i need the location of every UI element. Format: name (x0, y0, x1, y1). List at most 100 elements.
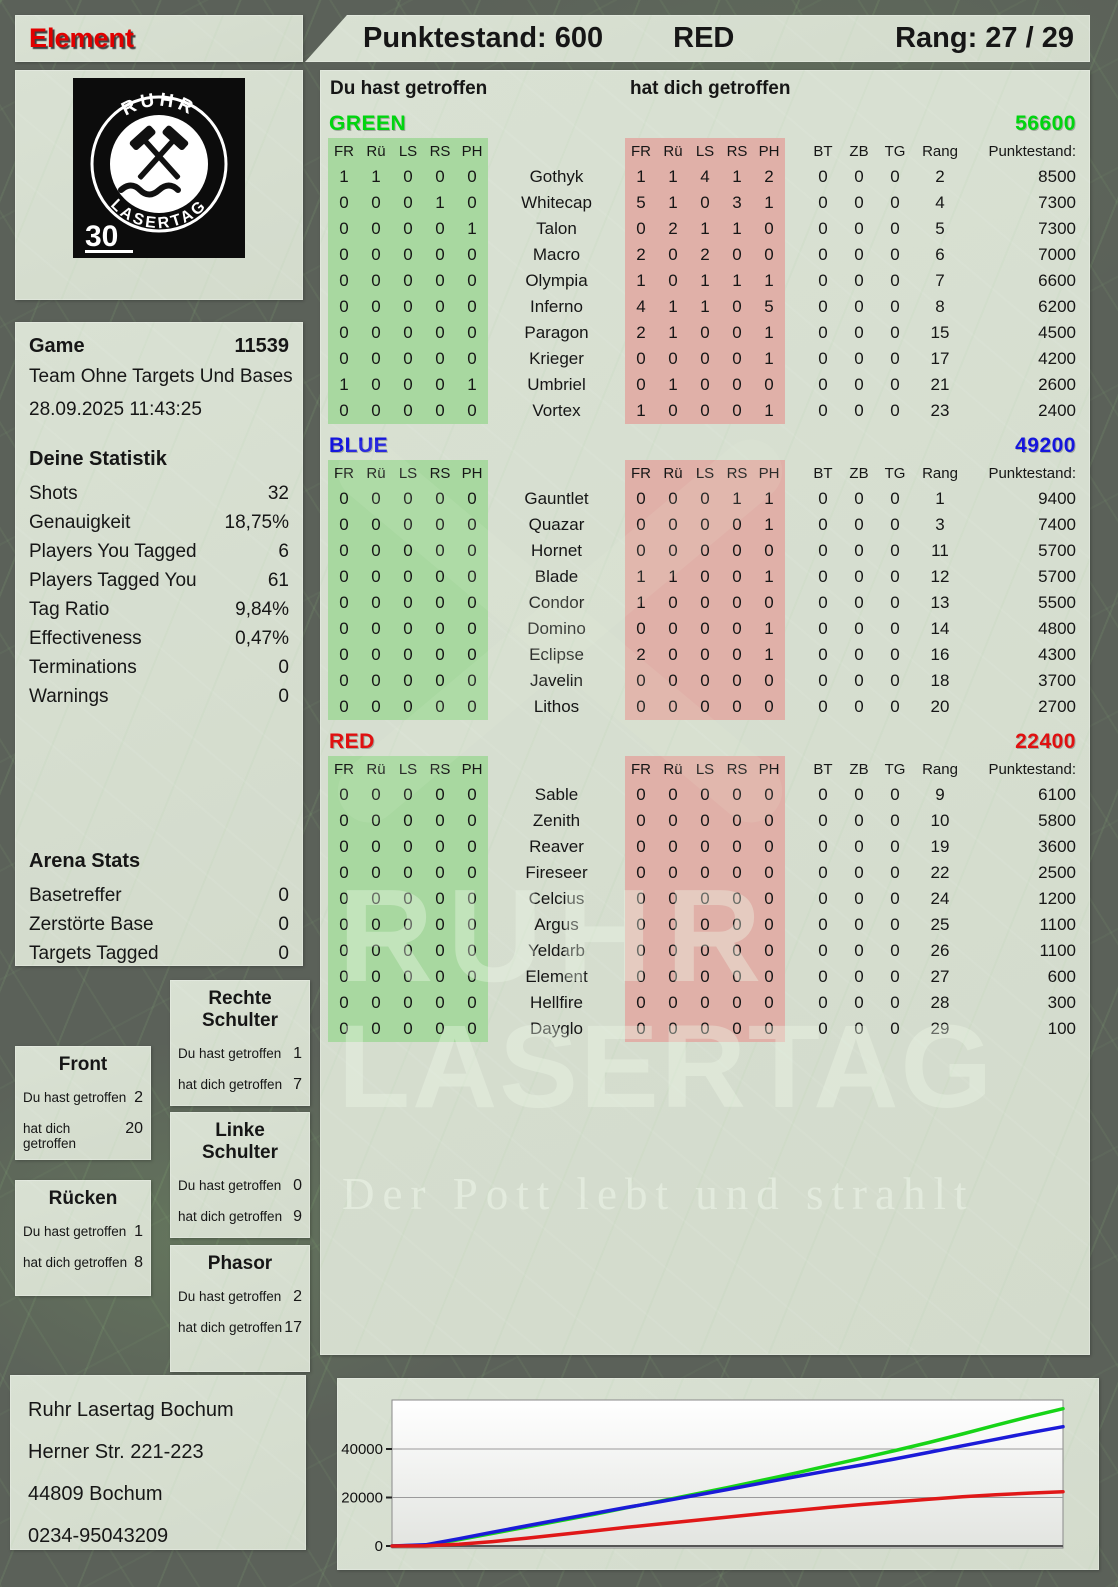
hit-zone-them-label: hat dich getroffen (178, 1209, 283, 1224)
cell (320, 808, 328, 834)
score-cell: 1100 (1039, 941, 1076, 960)
score-cell: 6200 (1038, 297, 1076, 316)
you-hit-cell: 0 (360, 860, 392, 886)
cell (320, 294, 328, 320)
table-row: 0 0 0 0 0 Olympia 1 0 1 1 1 0 0 0 7 6600 (320, 268, 1090, 294)
rank-cell: 11 (931, 541, 949, 560)
hit-you-cell: 0 (689, 590, 721, 616)
hit-you-cell: 0 (625, 512, 657, 538)
col-header: PH (456, 756, 488, 782)
hit-you-cell: 0 (721, 1016, 753, 1042)
hit-you-cell: 0 (657, 668, 689, 694)
cell (1076, 990, 1090, 1016)
you-hit-cell: 0 (456, 964, 488, 990)
table-row: 1 0 0 0 1 Umbriel 0 1 0 0 0 0 0 0 21 2600 (320, 372, 1090, 398)
you-hit-cell: 0 (328, 990, 360, 1016)
extra-cell: 0 (818, 915, 828, 934)
player-name-cell: Hornet (530, 541, 583, 560)
player-name-cell: Zenith (532, 811, 581, 830)
stat-row: Players Tagged You 61 (29, 566, 289, 595)
cell (785, 190, 805, 216)
col-header: RS (424, 756, 456, 782)
hit-you-cell: 2 (625, 242, 657, 268)
col-header: PH (753, 460, 785, 486)
you-hit-cell: 0 (392, 398, 424, 424)
rank-cell: 22 (930, 863, 950, 882)
rank-cell: 21 (930, 375, 950, 394)
hit-you-cell: 0 (657, 486, 689, 512)
hit-zone-you-value: 1 (293, 1045, 302, 1062)
hit-you-cell: 0 (625, 886, 657, 912)
hit-you-cell: 0 (721, 912, 753, 938)
extra-cell: 0 (854, 837, 864, 856)
hit-you-cell: 0 (657, 938, 689, 964)
cell (785, 372, 805, 398)
player-name-cell: Sable (534, 785, 579, 804)
you-hit-cell: 0 (392, 616, 424, 642)
address-line: 44809 Bochum (28, 1483, 163, 1505)
you-hit-cell: 0 (456, 1016, 488, 1042)
rank-cell: 15 (930, 323, 950, 342)
hit-you-cell: 0 (721, 886, 753, 912)
team-total: 49200 (1015, 434, 1076, 457)
hit-you-cell: 1 (753, 486, 785, 512)
you-hit-cell: 0 (328, 668, 360, 694)
hit-you-cell: 0 (625, 668, 657, 694)
rank-cell: 1 (935, 489, 945, 508)
score-cell: 3600 (1038, 837, 1076, 856)
hit-you-cell: 0 (753, 886, 785, 912)
extra-cell: 0 (818, 1019, 828, 1038)
hit-you-cell: 0 (753, 938, 785, 964)
cell (1076, 642, 1090, 668)
you-hit-cell: 0 (424, 372, 456, 398)
col-header: RS (721, 756, 753, 782)
hit-you-cell: 0 (657, 642, 689, 668)
stat-row: Players You Tagged 6 (29, 537, 289, 566)
extra-cell: 0 (890, 323, 900, 342)
score-cell: 4500 (1038, 323, 1076, 342)
you-hit-cell: 0 (424, 782, 456, 808)
hit-you-cell: 0 (721, 860, 753, 886)
extra-cell: 0 (890, 515, 900, 534)
you-hit-cell: 0 (360, 538, 392, 564)
table-header-row: FR Rü LS RS PH FR Rü LS RS PH BT ZB TG Rang Punktestan… (320, 460, 1090, 486)
hit-you-cell: 0 (625, 486, 657, 512)
you-hit-cell: 0 (456, 938, 488, 964)
you-hit-cell: 0 (424, 834, 456, 860)
header-team: RED (673, 22, 735, 54)
watermark-slogan: Der Pott lebt und strahlt (342, 1169, 975, 1219)
player-name-cell: Gothyk (529, 167, 584, 186)
you-hit-cell: 0 (360, 964, 392, 990)
cell (320, 242, 328, 268)
arena-stat-row-value: 0 (278, 913, 289, 935)
table-row: 0 0 0 0 0 Macro 2 0 2 0 0 0 0 0 6 7000 (320, 242, 1090, 268)
col-header: Rü (657, 138, 689, 164)
extra-cell: 0 (854, 863, 864, 882)
hit-you-cell: 1 (753, 564, 785, 590)
rank-cell: 9 (935, 785, 945, 804)
arena-stat-row: Targets Tagged 0 (29, 939, 289, 968)
cell (320, 590, 328, 616)
rank-cell: 16 (930, 645, 950, 664)
you-hit-cell: 0 (392, 642, 424, 668)
you-hit-cell: 0 (456, 912, 488, 938)
you-hit-cell: 0 (360, 346, 392, 372)
you-hit-cell: 0 (328, 938, 360, 964)
address-panel: Ruhr Lasertag Bochum Herner Str. 221-223 4… (10, 1375, 306, 1550)
score-cell: 8500 (1038, 167, 1076, 186)
address-line: Herner Str. 221-223 (28, 1441, 204, 1463)
hit-you-cell: 0 (753, 912, 785, 938)
extra-cell: 0 (890, 837, 900, 856)
table-row: 0 0 0 0 0 Domino 0 0 0 0 1 0 0 0 14 4800 (320, 616, 1090, 642)
extra-cell: 0 (854, 619, 864, 638)
hit-you-cell: 0 (625, 1016, 657, 1042)
you-hit-cell: 0 (424, 268, 456, 294)
you-hit-cell: 0 (424, 938, 456, 964)
player-name-cell: Olympia (525, 271, 588, 290)
extra-cell: 0 (890, 645, 900, 664)
you-hit-cell: 0 (360, 642, 392, 668)
extra-cell: 0 (890, 785, 900, 804)
col-header: BT (813, 142, 833, 160)
you-hit-cell: 0 (456, 694, 488, 720)
you-hit-cell: 0 (392, 590, 424, 616)
